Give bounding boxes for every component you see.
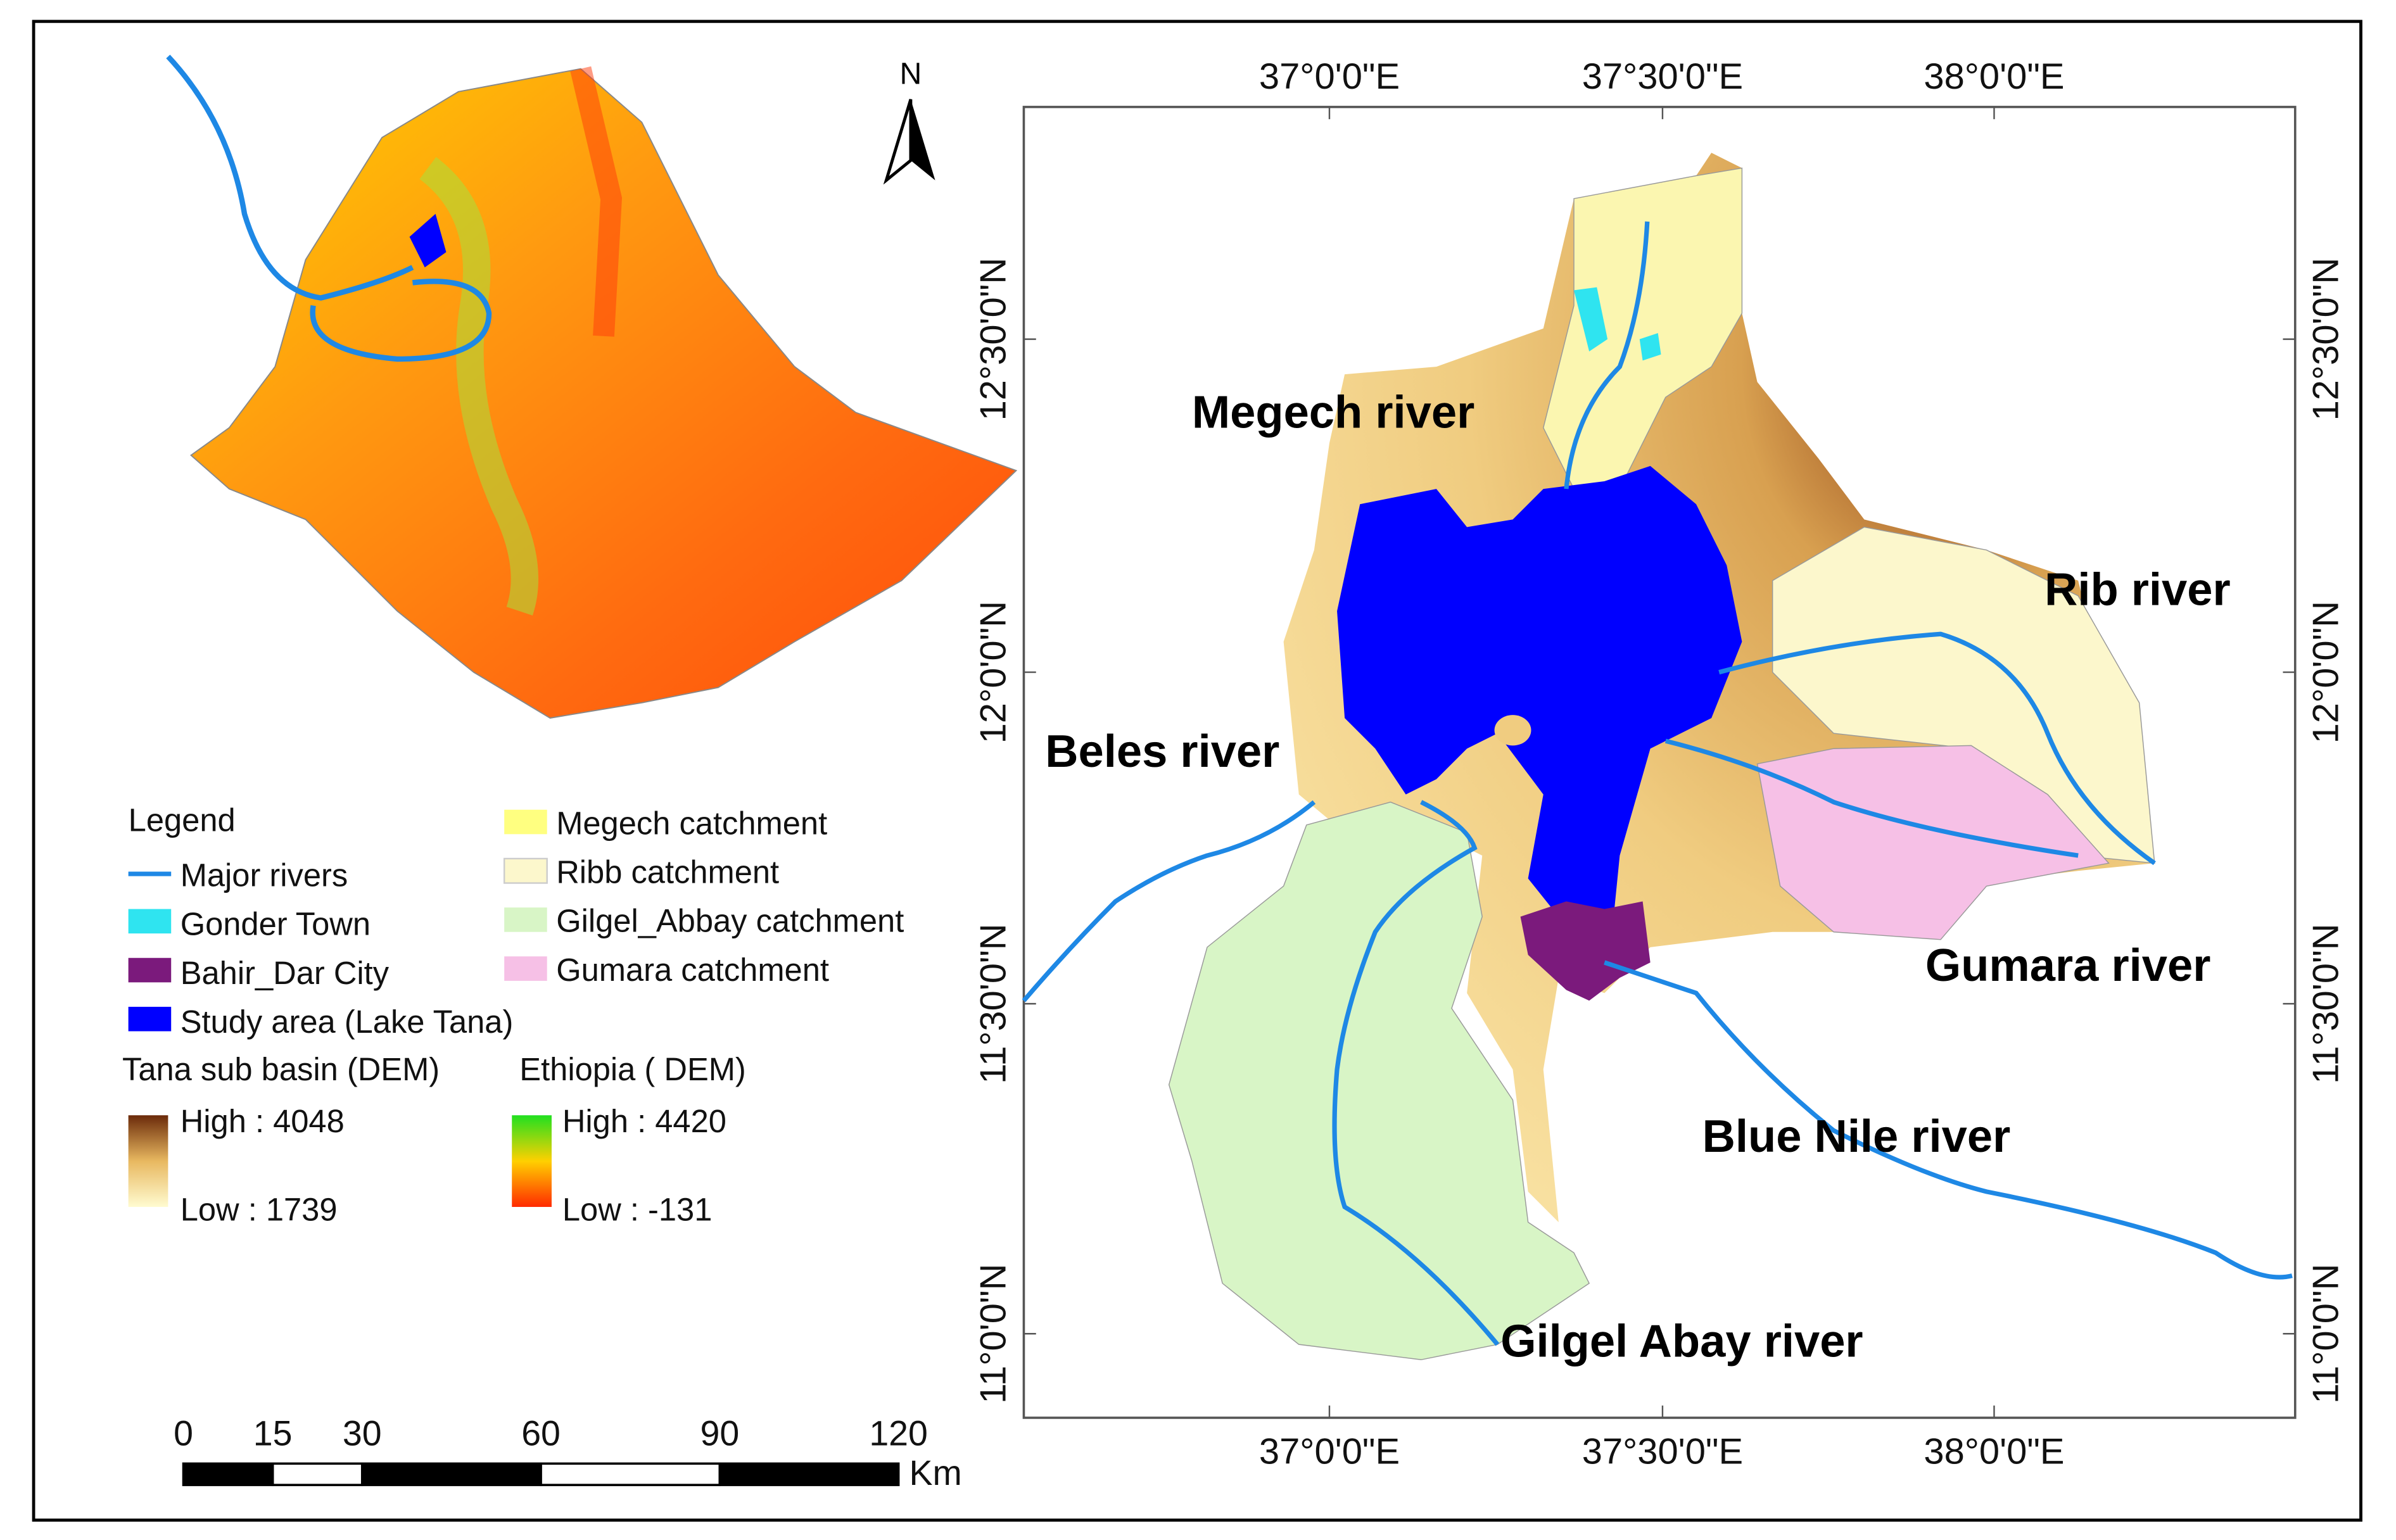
river-label: Blue Nile river <box>1702 1111 2011 1162</box>
legend-item: Ribb catchment <box>556 854 779 890</box>
longitude-label: 37°30'0"E <box>1582 1431 1743 1472</box>
legend-item: Major rivers <box>181 857 348 893</box>
inset-river <box>166 54 492 362</box>
latitude-label: 11°0'0"N <box>2305 1264 2346 1404</box>
gumara-catchment <box>1756 745 2110 940</box>
legend: Legend Major rivers Gonder Town Bahir_Da… <box>122 802 904 1228</box>
inset-lake <box>409 213 447 268</box>
highland <box>419 157 539 615</box>
lake-tana <box>1337 465 1742 932</box>
scale-unit: Km <box>910 1453 962 1493</box>
legend-item: Megech catchment <box>556 805 827 841</box>
legend-item: Gonder Town <box>181 906 371 942</box>
river-label: Beles river <box>1045 726 1279 777</box>
ethiopia-dem <box>190 68 1018 719</box>
longitude-label: 37°0'0"E <box>1259 56 1400 97</box>
legend-item: Study area (Lake Tana) <box>181 1004 514 1040</box>
scale-segment <box>718 1462 900 1486</box>
dem-high: High : 4048 <box>181 1103 345 1139</box>
dem-title: Tana sub basin (DEM) <box>122 1051 440 1087</box>
north-arrow: N <box>883 57 935 185</box>
latitude-label: 11°0'0"N <box>973 1264 1014 1404</box>
legend-item: Bahir_Dar City <box>181 955 390 991</box>
scale-label: 120 <box>869 1413 928 1453</box>
rivers <box>1022 221 2293 1346</box>
longitude-label: 37°0'0"E <box>1259 1431 1400 1472</box>
megech-catchment <box>1542 167 1743 489</box>
dem-high: High : 4420 <box>562 1103 726 1139</box>
dem-ramp <box>512 1115 552 1208</box>
river-label: Rib river <box>2044 564 2231 615</box>
latitude-label: 12°30'0"N <box>973 258 1014 421</box>
scale-segment <box>182 1462 274 1486</box>
scale-bar: 0 15 30 60 90 120 <box>174 1413 928 1486</box>
island <box>1494 715 1531 746</box>
river-label: Gumara river <box>1925 940 2210 991</box>
latitude-label: 12°30'0"N <box>2305 258 2346 421</box>
legend-swatch <box>128 957 172 983</box>
longitude-label: 38°0'0"E <box>1924 1431 2064 1472</box>
longitude-label: 37°30'0"E <box>1582 56 1743 97</box>
legend-swatch <box>504 956 547 981</box>
arrow-right <box>910 99 935 180</box>
legend-title: Legend <box>129 802 236 838</box>
legend-swatch <box>128 909 172 934</box>
rift <box>570 66 623 337</box>
main-map <box>1022 153 2293 1361</box>
scale-label: 60 <box>521 1413 561 1453</box>
legend-swatch <box>128 1006 172 1032</box>
latitude-label: 11°30'0"N <box>2305 924 2346 1084</box>
scale-label: 90 <box>700 1413 739 1453</box>
latitude-label: 12°0'0"N <box>973 601 1014 743</box>
latitude-label: 11°30'0"N <box>973 924 1014 1084</box>
scale-segment <box>360 1462 542 1486</box>
bahir-dar <box>1520 901 1651 1001</box>
legend-swatch <box>503 857 548 884</box>
legend-swatch <box>504 907 547 932</box>
river-label: Gilgel Abay river <box>1500 1315 1863 1366</box>
dem-title: Ethiopia ( DEM) <box>519 1051 746 1087</box>
river-label: Megech river <box>1192 387 1474 438</box>
legend-swatch <box>504 809 547 835</box>
legend-item: Gilgel_Abbay catchment <box>556 903 904 939</box>
scale-label: 15 <box>253 1413 293 1453</box>
dem-ramp <box>128 1115 168 1208</box>
ethiopia-inset <box>166 54 1018 719</box>
gilgel-abay-catchment <box>1168 801 1590 1361</box>
graticule-labels: 37°0'0"E 37°0'0"E 37°30'0"E 37°30'0"E 38°0'0… <box>973 56 2347 1472</box>
dem-low: Low : -131 <box>562 1192 713 1228</box>
scale-label: 0 <box>174 1413 193 1453</box>
legend-item: Gumara catchment <box>556 952 829 988</box>
longitude-label: 38°0'0"E <box>1924 56 2064 97</box>
scale-segment <box>540 1462 721 1486</box>
latitude-label: 12°0'0"N <box>2305 601 2346 743</box>
gonder-town <box>1574 287 1661 361</box>
north-label: N <box>899 57 922 91</box>
scale-segment <box>271 1462 364 1486</box>
scale-label: 30 <box>343 1413 382 1453</box>
dem-low: Low : 1739 <box>181 1192 338 1228</box>
